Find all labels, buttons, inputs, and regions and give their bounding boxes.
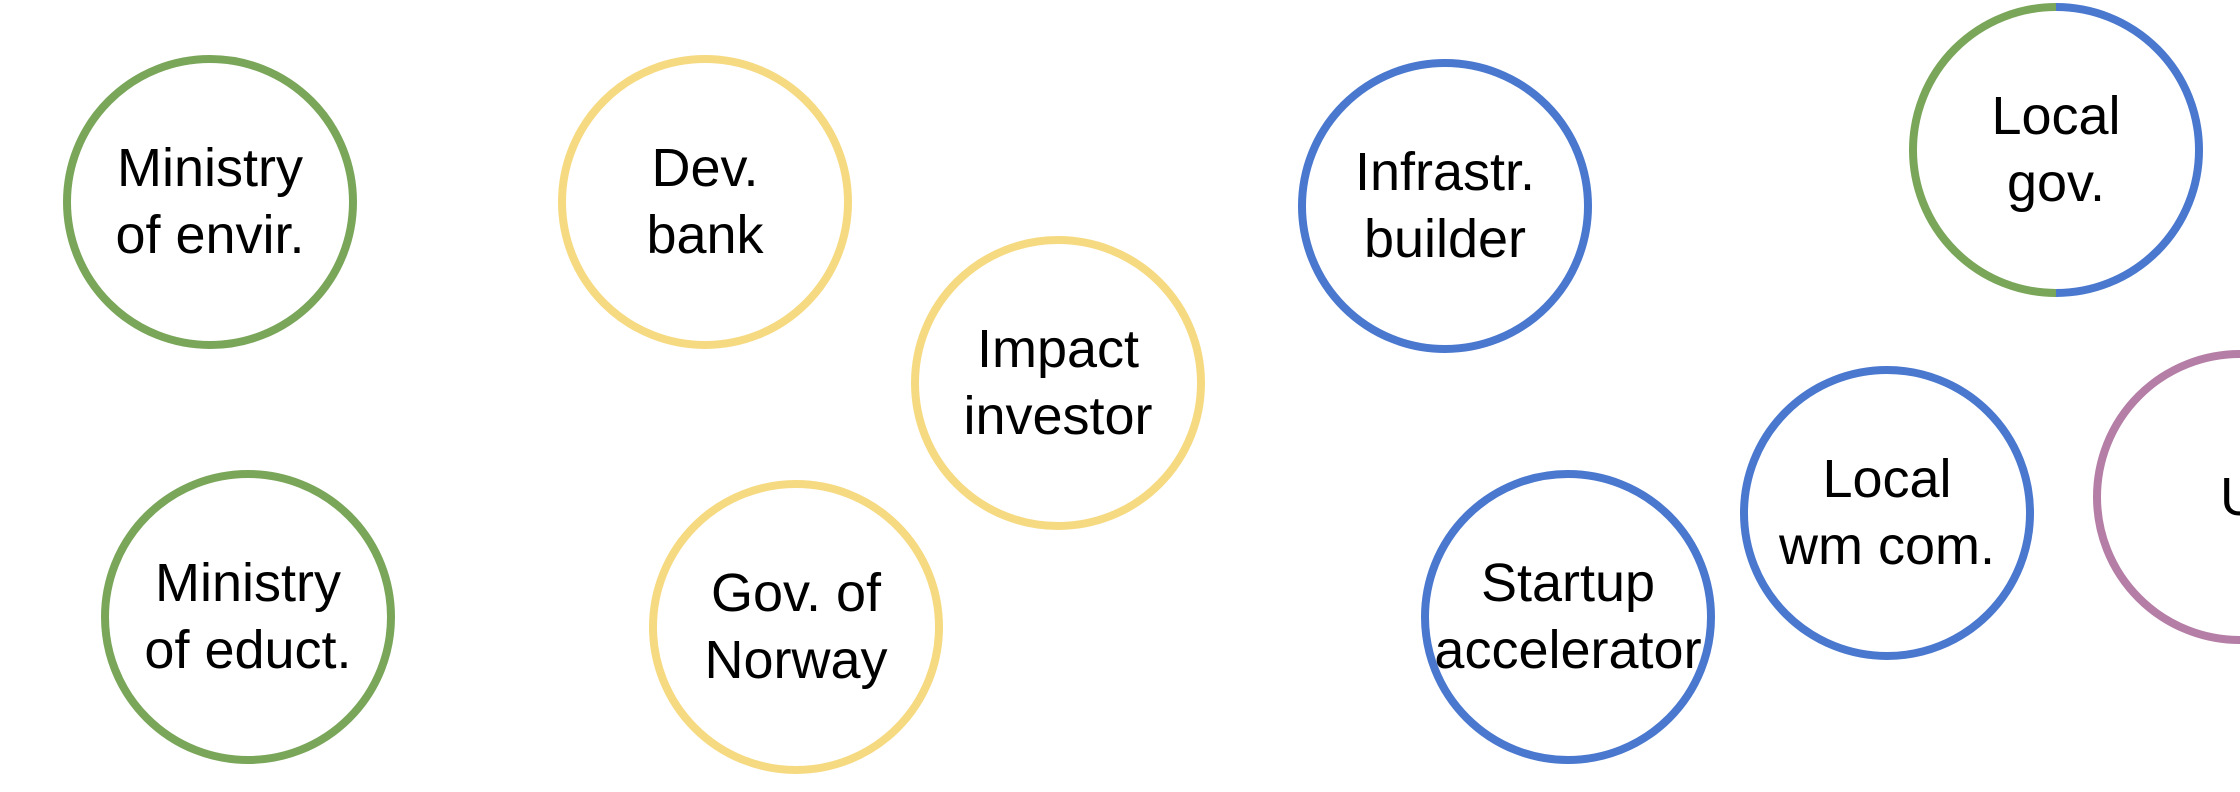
- label-line-1: Impact: [976, 319, 1140, 379]
- label-line-2: bank: [646, 205, 764, 265]
- node-label: Local wm com.: [1779, 446, 1995, 580]
- label-line-1: Ministry: [116, 138, 303, 198]
- node-local-wm-com: Local wm com.: [1740, 366, 2034, 660]
- node-label: Infrastr. builder: [1355, 139, 1535, 273]
- node-label: Impact investor: [963, 316, 1152, 450]
- label-line-2: builder: [1363, 209, 1527, 269]
- node-gov-of-norway: Gov. of Norway: [649, 480, 943, 774]
- node-label: Uni.: [2220, 464, 2240, 531]
- label-line-1: Gov. of: [710, 563, 882, 623]
- node-label: Startup accelerator: [1434, 550, 1701, 684]
- ring-left-half: [1909, 3, 2057, 297]
- node-label: Gov. of Norway: [704, 560, 887, 694]
- node-ministry-of-educt: Ministry of educt.: [101, 470, 395, 764]
- node-local-gov: Local gov.: [1909, 3, 2203, 297]
- label-line-1: Dev.: [651, 138, 759, 198]
- label-line-1: Ministry: [154, 553, 341, 613]
- label-line-1: Startup: [1480, 553, 1656, 613]
- node-label: Dev. bank: [646, 135, 763, 269]
- label-line-2: of educt.: [144, 620, 352, 680]
- split-ring: [1909, 3, 2203, 297]
- node-label: Local gov.: [1991, 83, 2120, 217]
- node-infrastr-builder: Infrastr. builder: [1298, 59, 1592, 353]
- ring-right-half: [2055, 3, 2203, 297]
- label-line-1: Infrastr.: [1354, 142, 1536, 202]
- node-impact-investor: Impact investor: [911, 236, 1205, 530]
- node-uni: Uni.: [2093, 350, 2240, 644]
- node-label: Ministry of envir.: [115, 135, 304, 269]
- node-dev-bank: Dev. bank: [558, 55, 852, 349]
- node-ministry-of-envir: Ministry of envir.: [63, 55, 357, 349]
- label-line-1: Uni.: [2219, 466, 2240, 527]
- label-line-2: gov.: [2006, 153, 2106, 213]
- label-line-2: of envir.: [115, 205, 305, 265]
- node-label: Ministry of educt.: [144, 550, 351, 684]
- label-line-1: Local: [1822, 449, 1952, 509]
- label-line-2: investor: [963, 386, 1153, 446]
- label-line-1: Local: [1991, 86, 2121, 146]
- label-line-2: Norway: [704, 630, 888, 690]
- label-line-2: accelerator: [1434, 620, 1702, 680]
- label-line-2: wm com.: [1779, 516, 1995, 576]
- node-startup-accelerator: Startup accelerator: [1421, 470, 1715, 764]
